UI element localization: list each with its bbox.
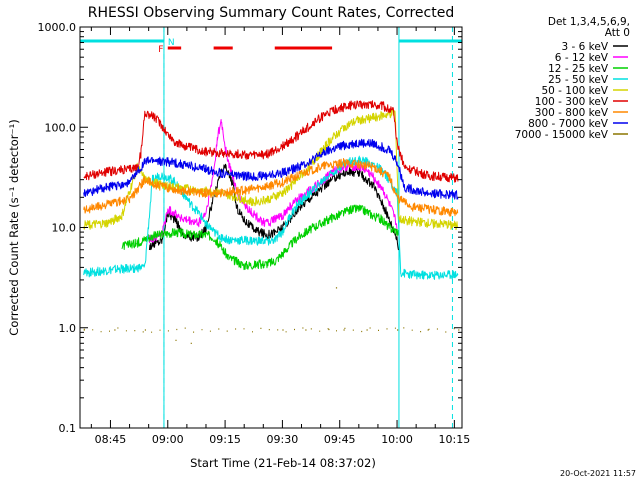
x-axis-label: Start Time (21-Feb-14 08:37:02)	[190, 456, 376, 470]
x-tick-label: 09:45	[324, 433, 356, 446]
y-tick-label: 100.0	[45, 121, 77, 134]
y-tick-label: 1000.0	[38, 21, 77, 34]
legend-label: 6 - 12 keV	[555, 52, 609, 64]
y-tick-label: 10.0	[52, 222, 77, 235]
legend-label: 25 - 50 keV	[548, 74, 609, 86]
axes: 0.1 1.0 10.0 100.0 1000.0 08:45 09:00 09:15 09:3…	[38, 21, 471, 446]
plot-inner	[83, 27, 460, 428]
legend-label: 100 - 300 keV	[535, 96, 609, 108]
legend-label: 7000 - 15000 keV	[515, 129, 609, 141]
x-tick-label: 09:15	[209, 433, 241, 446]
x-tick-label: 09:00	[152, 433, 184, 446]
legend-label: 3 - 6 keV	[561, 41, 608, 53]
x-tick-label: 08:45	[95, 433, 127, 446]
series-line-1	[148, 119, 400, 244]
legend-label: 800 - 7000 keV	[528, 118, 609, 130]
legend-label: 50 - 100 keV	[541, 85, 608, 97]
plot-frame	[79, 26, 463, 429]
series-line-3	[83, 155, 459, 280]
x-tick-label: 09:30	[267, 433, 299, 446]
flag-label-F: F	[158, 45, 163, 55]
series-line-4	[83, 109, 459, 231]
y-tick-label: 1.0	[59, 322, 77, 335]
timestamp: 20-Oct-2021 11:57	[560, 469, 636, 478]
x-tick-label: 10:15	[439, 433, 471, 446]
series-line-5	[83, 100, 459, 183]
plot-area: NF	[80, 27, 462, 428]
flag-label-N: N	[168, 38, 175, 48]
series-line-7	[83, 138, 459, 200]
series-line-2	[121, 204, 400, 271]
chart-title: RHESSI Observing Summary Count Rates, Co…	[88, 5, 454, 21]
legend-header-line: Att 0	[605, 27, 630, 39]
series-line-6	[83, 158, 459, 217]
series-line-8	[83, 287, 460, 344]
y-axis-label: Corrected Count Rate (s⁻¹ detector⁻¹)	[7, 119, 21, 335]
x-tick-label: 10:00	[381, 433, 413, 446]
legend-label: 300 - 800 keV	[535, 107, 609, 119]
legend-label: 12 - 25 keV	[548, 63, 609, 75]
y-tick-label: 0.1	[59, 422, 77, 435]
legend-header-line: Det 1,3,4,5,6,9,	[548, 16, 630, 28]
